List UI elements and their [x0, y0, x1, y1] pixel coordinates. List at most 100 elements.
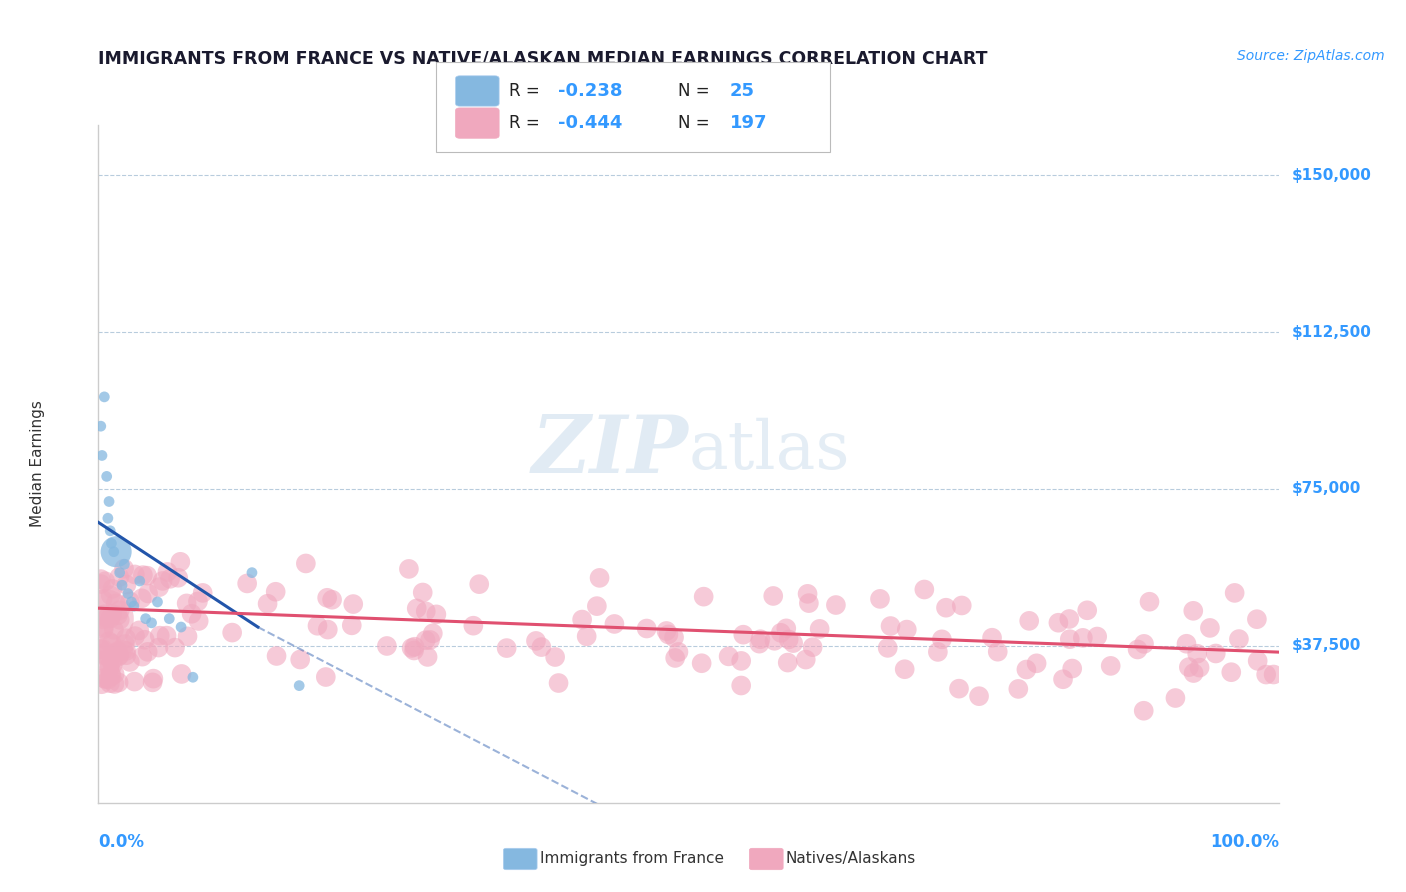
- Point: [90, 419, 112, 434]
- Text: N =: N =: [678, 82, 709, 100]
- Point: [422, 626, 444, 640]
- Point: [96, 469, 118, 483]
- Point: [603, 616, 626, 631]
- Point: [93, 612, 115, 626]
- Point: [100, 588, 122, 602]
- Point: [415, 633, 437, 648]
- Point: [107, 608, 129, 623]
- Point: [107, 675, 129, 690]
- Point: [749, 632, 772, 647]
- Point: [425, 607, 447, 622]
- Point: [730, 654, 752, 668]
- Point: [103, 623, 125, 637]
- Point: [398, 562, 420, 576]
- Point: [98, 661, 121, 675]
- Point: [935, 600, 957, 615]
- Point: [136, 645, 159, 659]
- Point: [170, 667, 193, 681]
- Text: 100.0%: 100.0%: [1211, 833, 1279, 851]
- Point: [1182, 666, 1205, 681]
- Point: [690, 657, 713, 671]
- Point: [167, 571, 190, 585]
- Point: [571, 613, 593, 627]
- Point: [90, 572, 112, 586]
- Point: [94, 574, 117, 589]
- Point: [404, 643, 426, 657]
- Point: [191, 586, 214, 600]
- Point: [112, 643, 135, 657]
- Point: [101, 657, 124, 672]
- Text: Natives/Alaskans: Natives/Alaskans: [786, 852, 917, 866]
- Point: [876, 640, 898, 655]
- Point: [170, 620, 193, 634]
- Point: [1059, 612, 1081, 626]
- Point: [148, 580, 170, 594]
- Point: [128, 624, 150, 638]
- Point: [1164, 691, 1187, 706]
- Point: [1263, 667, 1285, 681]
- Point: [1227, 632, 1250, 646]
- Point: [1047, 615, 1070, 630]
- Point: [664, 651, 686, 665]
- Point: [288, 679, 311, 693]
- Point: [797, 596, 820, 610]
- Point: [668, 645, 690, 659]
- Point: [97, 673, 120, 687]
- Point: [1199, 621, 1222, 635]
- Text: $37,500: $37,500: [1291, 639, 1361, 653]
- Point: [93, 671, 115, 685]
- Point: [1139, 595, 1161, 609]
- Point: [717, 649, 740, 664]
- Text: R =: R =: [509, 82, 540, 100]
- Point: [187, 594, 209, 608]
- Point: [90, 642, 112, 657]
- Point: [159, 572, 181, 586]
- Point: [90, 677, 112, 691]
- Point: [315, 670, 337, 684]
- Point: [1085, 630, 1108, 644]
- Point: [149, 629, 172, 643]
- Point: [288, 652, 311, 666]
- Point: [93, 390, 115, 404]
- Point: [107, 649, 129, 664]
- Point: [1059, 632, 1081, 647]
- Point: [105, 545, 128, 559]
- Point: [157, 612, 180, 626]
- Point: [1185, 647, 1208, 661]
- Point: [236, 576, 259, 591]
- Text: ZIP: ZIP: [531, 411, 689, 489]
- Point: [90, 648, 112, 662]
- Point: [896, 623, 918, 637]
- Point: [801, 640, 824, 655]
- Point: [769, 625, 792, 640]
- Point: [1133, 637, 1156, 651]
- Text: 197: 197: [730, 114, 768, 132]
- Point: [98, 660, 121, 674]
- Point: [340, 618, 363, 632]
- Point: [100, 666, 122, 681]
- Point: [98, 494, 121, 508]
- Point: [256, 597, 278, 611]
- Point: [107, 644, 129, 658]
- Text: Median Earnings: Median Earnings: [31, 401, 45, 527]
- Point: [181, 670, 204, 684]
- Point: [98, 651, 121, 665]
- Point: [136, 586, 159, 600]
- Point: [176, 629, 198, 643]
- Point: [221, 625, 243, 640]
- Point: [495, 641, 517, 656]
- Point: [468, 577, 491, 591]
- Point: [111, 578, 134, 592]
- Text: atlas: atlas: [689, 417, 851, 483]
- Point: [1126, 642, 1149, 657]
- Point: [105, 646, 128, 660]
- Point: [100, 536, 122, 550]
- Point: [97, 511, 120, 525]
- Point: [657, 627, 679, 641]
- Point: [1182, 604, 1205, 618]
- Point: [733, 628, 755, 642]
- Point: [108, 570, 131, 584]
- Point: [155, 629, 177, 643]
- Point: [90, 577, 112, 591]
- Point: [404, 640, 426, 654]
